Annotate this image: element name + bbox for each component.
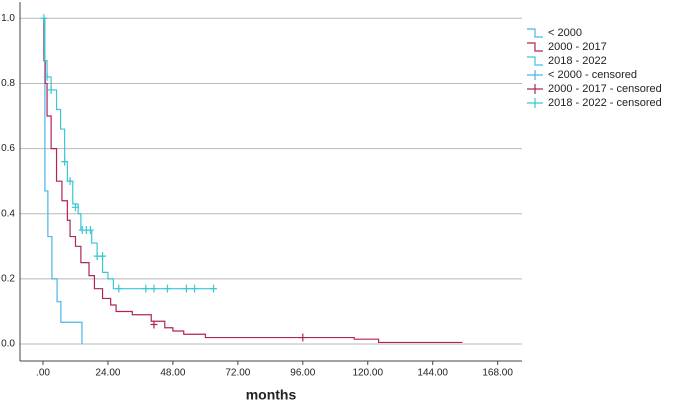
y-tick-label: 0.2 bbox=[1, 274, 15, 285]
x-tick-label: 48.00 bbox=[160, 368, 185, 379]
censor-mark bbox=[86, 226, 94, 235]
legend-swatch bbox=[527, 56, 543, 66]
legend-label: 2018 - 2022 - censored bbox=[548, 97, 662, 109]
x-tick-label: .00 bbox=[36, 368, 50, 379]
censor-mark bbox=[182, 284, 190, 293]
y-tick-label: 0.6 bbox=[1, 143, 15, 154]
censor-mark bbox=[115, 284, 123, 293]
x-tick-label: 72.00 bbox=[225, 368, 250, 379]
legend-swatch bbox=[527, 70, 543, 80]
censor-mark bbox=[163, 284, 171, 293]
censor-mark bbox=[299, 333, 307, 342]
legend-label: 2018 - 2022 bbox=[548, 55, 607, 67]
y-tick-label: 0.8 bbox=[1, 78, 15, 89]
censor-mark bbox=[150, 320, 158, 329]
censor-mark bbox=[150, 284, 158, 293]
x-tick-label: 120.00 bbox=[352, 368, 383, 379]
legend-label: < 2000 - censored bbox=[548, 69, 637, 81]
x-axis-label: months bbox=[246, 387, 297, 403]
censor-mark bbox=[43, 72, 51, 81]
survival-line bbox=[43, 17, 83, 345]
censor-mark bbox=[191, 284, 199, 293]
legend-label: 2000 - 2017 - censored bbox=[548, 83, 662, 95]
legend-label: < 2000 bbox=[548, 27, 582, 39]
y-tick-label: 0.4 bbox=[1, 208, 15, 219]
censor-mark bbox=[99, 252, 107, 261]
censor-mark bbox=[209, 284, 217, 293]
censor-mark bbox=[47, 85, 55, 94]
censor-mark bbox=[142, 284, 150, 293]
y-tick-label: 0.0 bbox=[1, 339, 15, 350]
legend-label: 2000 - 2017 bbox=[548, 41, 607, 53]
legend-swatch bbox=[527, 28, 543, 38]
x-tick-label: 24.00 bbox=[95, 368, 120, 379]
legend-swatch bbox=[527, 98, 543, 108]
censor-mark bbox=[66, 177, 74, 186]
censor-mark bbox=[61, 157, 69, 166]
legend-swatch bbox=[527, 84, 543, 94]
censor-mark bbox=[40, 14, 48, 23]
x-tick-label: 168.00 bbox=[482, 368, 513, 379]
x-tick-label: 144.00 bbox=[417, 368, 448, 379]
y-tick-label: 1.0 bbox=[1, 13, 15, 24]
legend-swatch bbox=[527, 42, 543, 52]
censor-mark bbox=[71, 203, 79, 212]
survival-line bbox=[43, 17, 217, 290]
x-tick-label: 96.00 bbox=[290, 368, 315, 379]
survival-line bbox=[43, 17, 463, 344]
